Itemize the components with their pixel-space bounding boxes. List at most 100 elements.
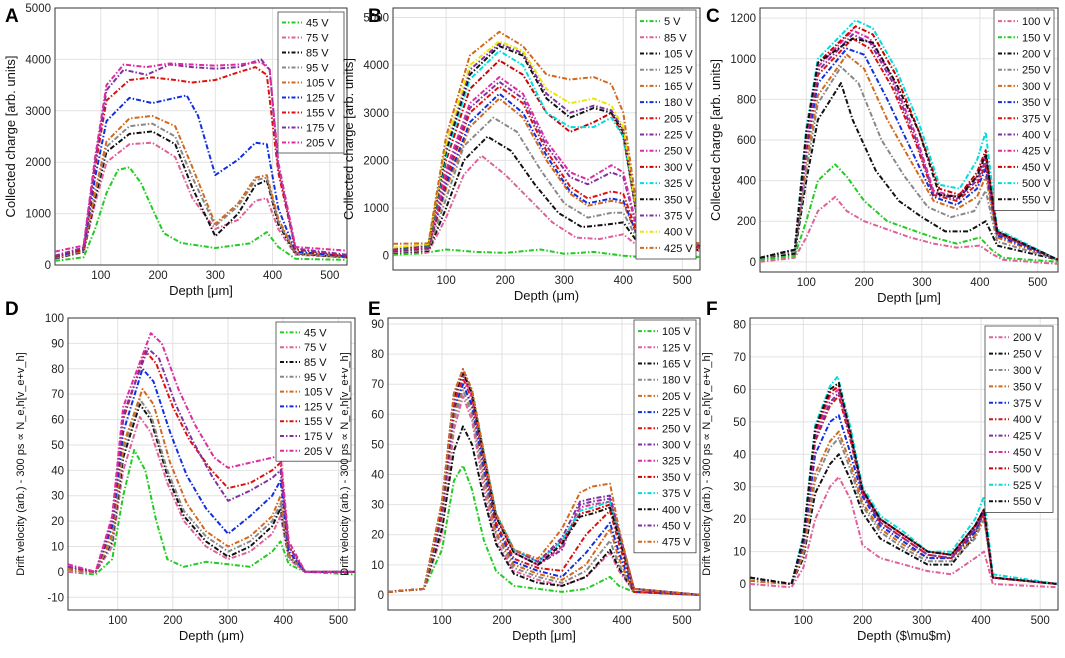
series-line-155v	[55, 66, 347, 258]
x-tick-label: 100	[91, 270, 110, 282]
y-tick-label: 60	[371, 409, 384, 421]
series-line-350v	[750, 430, 1058, 585]
y-tick-label: 4000	[25, 54, 51, 66]
plot-border	[387, 317, 701, 611]
y-axis-label: Collected charge [arb. units]	[708, 59, 723, 221]
y-tick-label: 100	[45, 313, 64, 325]
y-tick-label: 80	[733, 319, 746, 331]
x-tick-label: 100	[437, 275, 456, 287]
panel-letter: A	[5, 6, 19, 27]
legend-entry: 225 V	[662, 407, 691, 419]
legend-entry: 95 V	[304, 372, 327, 384]
series-line-400v	[393, 40, 700, 249]
legend-entry: 250 V	[1022, 65, 1051, 77]
y-tick-label: 0	[740, 579, 746, 591]
series-line-550v	[750, 381, 1058, 585]
y-tick-label: 50	[51, 440, 64, 452]
legend-entry: 300 V	[664, 162, 693, 174]
legend-entry: 450 V	[662, 521, 691, 533]
series-line-85v	[393, 154, 700, 255]
y-tick-label: 10	[51, 542, 64, 554]
legend-entry: 75 V	[304, 342, 327, 354]
legend-entry: 450 V	[1013, 447, 1042, 459]
x-tick-label: 300	[218, 615, 237, 627]
legend-entry: 550 V	[1013, 496, 1042, 508]
legend-entry: 350 V	[664, 194, 693, 206]
legend-box	[275, 321, 352, 462]
x-tick-label: 300	[206, 270, 225, 282]
x-tick-label: 200	[496, 275, 515, 287]
legend-entry: 165 V	[662, 359, 691, 371]
legend-entry: 205 V	[306, 138, 335, 150]
x-tick-label: 100	[432, 615, 451, 627]
panel-e: E 100 200 300 400 500 0 10 20 30 40 50 60 70 80 90 Depth…	[339, 299, 701, 643]
legend-entry: 180 V	[664, 97, 693, 109]
x-tick-label: 500	[1031, 615, 1050, 627]
y-tick-label: 30	[51, 491, 64, 503]
series-line-105v	[388, 464, 700, 596]
legend-entry: 375 V	[1022, 113, 1051, 125]
x-tick-label: 300	[912, 615, 931, 627]
legend: 5 V 85 V 105 V 125 V 165 V 180 V 205 V 225 V 250…	[635, 9, 697, 260]
series-line-375v	[393, 42, 700, 250]
legend-entry: 450 V	[1022, 162, 1051, 174]
legend-entry: 155 V	[304, 416, 333, 428]
plot-border	[67, 317, 356, 611]
legend-box	[984, 325, 1054, 513]
x-tick-label: 500	[672, 615, 691, 627]
series-line-105v	[55, 114, 347, 259]
x-tick-label: 400	[263, 270, 282, 282]
legend-entry: 250 V	[1013, 349, 1042, 361]
legend: 45 V 75 V 85 V 95 V 105 V 125 V 155 V 175 V 205 …	[275, 321, 352, 462]
legend-entry: 95 V	[306, 63, 329, 75]
y-tick-label: 0	[378, 590, 384, 602]
legend-entry: 350 V	[1022, 97, 1051, 109]
y-tick-label: 70	[371, 379, 384, 391]
legend-entry: 165 V	[664, 81, 693, 93]
series-line-300v	[750, 437, 1058, 585]
legend-entry: 125 V	[304, 401, 333, 413]
y-tick-label: 30	[371, 500, 384, 512]
series-line-225v	[393, 80, 700, 252]
y-tick-label: 4000	[363, 60, 389, 72]
y-tick-label: 2000	[25, 157, 51, 169]
y-tick-label: 40	[733, 449, 746, 461]
y-tick-label: 400	[737, 176, 756, 188]
y-tick-label: 800	[737, 94, 756, 106]
x-tick-label: 100	[108, 615, 127, 627]
y-tick-label: 60	[51, 415, 64, 427]
legend-entry: 155 V	[306, 108, 335, 120]
legend-entry: 550 V	[1022, 194, 1051, 206]
series-line-180v	[393, 92, 700, 253]
series-line-85v	[68, 403, 355, 573]
series-line-250v	[393, 76, 700, 251]
legend-entry: 225 V	[664, 130, 693, 142]
legend-entry: 400 V	[1013, 414, 1042, 426]
series-line-225v	[388, 383, 700, 596]
legend-entry: 400 V	[662, 504, 691, 516]
series-line-75v	[55, 141, 347, 260]
legend-entry: 125 V	[664, 65, 693, 77]
x-tick-label: 200	[855, 277, 874, 289]
series-line-45v	[55, 166, 347, 262]
legend-entry: 5 V	[664, 16, 681, 28]
y-axis-label: Drift velocity (arb.) - 300 ps ∝ N_e,h[v…	[701, 352, 713, 575]
x-axis-label: Depth [μm]	[877, 290, 941, 305]
y-tick-label: 50	[733, 417, 746, 429]
y-tick-label: 20	[51, 516, 64, 528]
series-line-425v	[393, 30, 700, 245]
x-axis-label: Depth [μm]	[169, 283, 233, 298]
series-line-75v	[68, 416, 355, 573]
y-tick-label: 2000	[363, 155, 389, 167]
y-tick-label: 5000	[363, 13, 389, 25]
y-tick-label: 20	[371, 530, 384, 542]
legend-entry: 325 V	[662, 456, 691, 468]
panel-letter: B	[368, 6, 382, 27]
legend-entry: 475 V	[662, 537, 691, 549]
legend-entry: 250 V	[662, 423, 691, 435]
x-tick-label: 100	[794, 615, 813, 627]
y-tick-label: 80	[51, 364, 64, 376]
x-axis-label: Depth [μm]	[512, 628, 576, 643]
